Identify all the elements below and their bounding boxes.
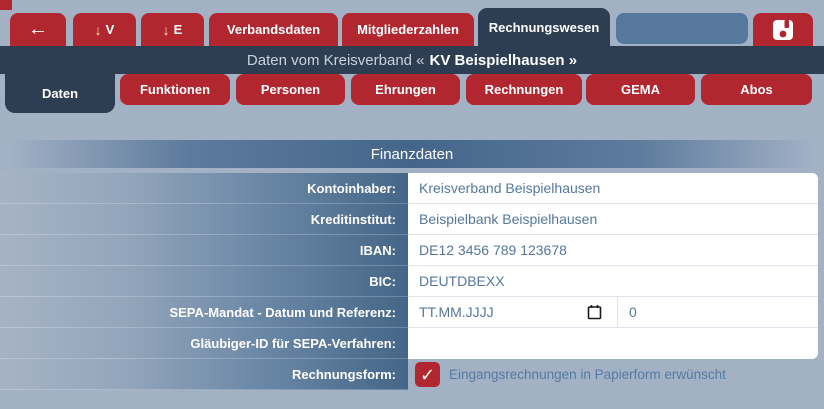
save-icon — [773, 19, 793, 40]
checkmark-icon: ✓ — [419, 364, 436, 385]
tab-gema[interactable]: GEMA — [586, 74, 695, 105]
section-title: Finanzdaten — [370, 145, 454, 163]
tab-abos-label: Abos — [740, 82, 773, 97]
rechnungsform-label: Rechnungsform: — [0, 359, 408, 390]
download-e-button[interactable]: ↓ E — [141, 13, 204, 46]
finanzdaten-form: Kontoinhaber: Kreditinstitut: IBAN: BIC: — [0, 173, 824, 390]
form-row-iban: IBAN: — [0, 235, 824, 266]
tab-funktionen-label: Funktionen — [139, 82, 211, 97]
download-arrow-icon: ↓ — [94, 21, 102, 38]
glaeubiger-id-input[interactable] — [408, 328, 818, 359]
download-v-label: V — [105, 22, 115, 37]
papierform-checkbox-label: Eingangsrechnungen in Papierform erwünsc… — [449, 367, 726, 382]
mitgliederzahlen-label: Mitgliederzahlen — [357, 22, 459, 37]
tab-personen-label: Personen — [260, 82, 321, 97]
iban-input[interactable] — [408, 235, 818, 265]
download-e-label: E — [173, 22, 183, 37]
kontoinhaber-label: Kontoinhaber: — [0, 173, 408, 204]
rechnungswesen-label: Rechnungswesen — [488, 19, 600, 35]
bic-label: BIC: — [0, 266, 408, 297]
kontoinhaber-input[interactable] — [408, 173, 818, 203]
page-title-entity: KV Beispielhausen » — [429, 51, 578, 69]
tab-gema-label: GEMA — [621, 82, 660, 97]
page-title: Daten vom Kreisverband « KV Beispielhaus… — [0, 46, 824, 74]
corner-decoration — [0, 0, 12, 10]
tab-ehrungen-label: Ehrungen — [375, 82, 436, 97]
tab-rechnungen[interactable]: Rechnungen — [466, 74, 582, 105]
verbandsdaten-label: Verbandsdaten — [226, 22, 321, 37]
form-row-kreditinstitut: Kreditinstitut: — [0, 204, 824, 235]
sepa-date-field — [408, 297, 618, 327]
bic-input[interactable] — [408, 266, 818, 296]
sepa-date-input[interactable] — [408, 297, 579, 327]
sepa-reference-input[interactable] — [618, 297, 818, 327]
sepa-mandat-label: SEPA-Mandat - Datum und Referenz: — [0, 297, 408, 328]
tab-daten-label: Daten — [41, 86, 79, 101]
back-button[interactable]: ← — [10, 13, 66, 46]
tab-rechnungswesen-active[interactable]: Rechnungswesen — [478, 8, 610, 46]
kreditinstitut-label: Kreditinstitut: — [0, 204, 408, 235]
back-arrow-icon: ← — [28, 18, 48, 40]
empty-button[interactable] — [616, 13, 748, 44]
kreditinstitut-input[interactable] — [408, 204, 818, 234]
save-button[interactable] — [753, 13, 813, 46]
form-row-sepa-mandat: SEPA-Mandat - Datum und Referenz: — [0, 297, 824, 328]
tab-personen[interactable]: Personen — [236, 74, 345, 105]
tab-daten-active[interactable]: Daten — [5, 74, 115, 113]
tab-rechnungen-label: Rechnungen — [484, 82, 564, 97]
tab-funktionen[interactable]: Funktionen — [120, 74, 230, 105]
section-header-finanzdaten: Finanzdaten — [8, 140, 816, 168]
iban-label: IBAN: — [0, 235, 408, 266]
tab-ehrungen[interactable]: Ehrungen — [351, 74, 460, 105]
verbandsdaten-button[interactable]: Verbandsdaten — [209, 13, 338, 46]
download-v-button[interactable]: ↓ V — [73, 13, 136, 46]
page-title-prefix: Daten vom Kreisverband « — [246, 51, 425, 69]
form-row-glaeubiger-id: Gläubiger-ID für SEPA-Verfahren: — [0, 328, 824, 359]
papierform-checkbox[interactable]: ✓ — [415, 362, 440, 387]
glaeubiger-id-label: Gläubiger-ID für SEPA-Verfahren: — [0, 328, 408, 359]
sepa-reference-field — [618, 297, 818, 327]
calendar-icon[interactable] — [587, 304, 602, 320]
form-row-kontoinhaber: Kontoinhaber: — [0, 173, 824, 204]
form-row-rechnungsform: Rechnungsform: ✓ Eingangsrechnungen in P… — [0, 359, 824, 390]
form-row-bic: BIC: — [0, 266, 824, 297]
mitgliederzahlen-button[interactable]: Mitgliederzahlen — [342, 13, 474, 46]
tab-abos[interactable]: Abos — [701, 74, 812, 105]
download-arrow-icon: ↓ — [162, 21, 170, 38]
